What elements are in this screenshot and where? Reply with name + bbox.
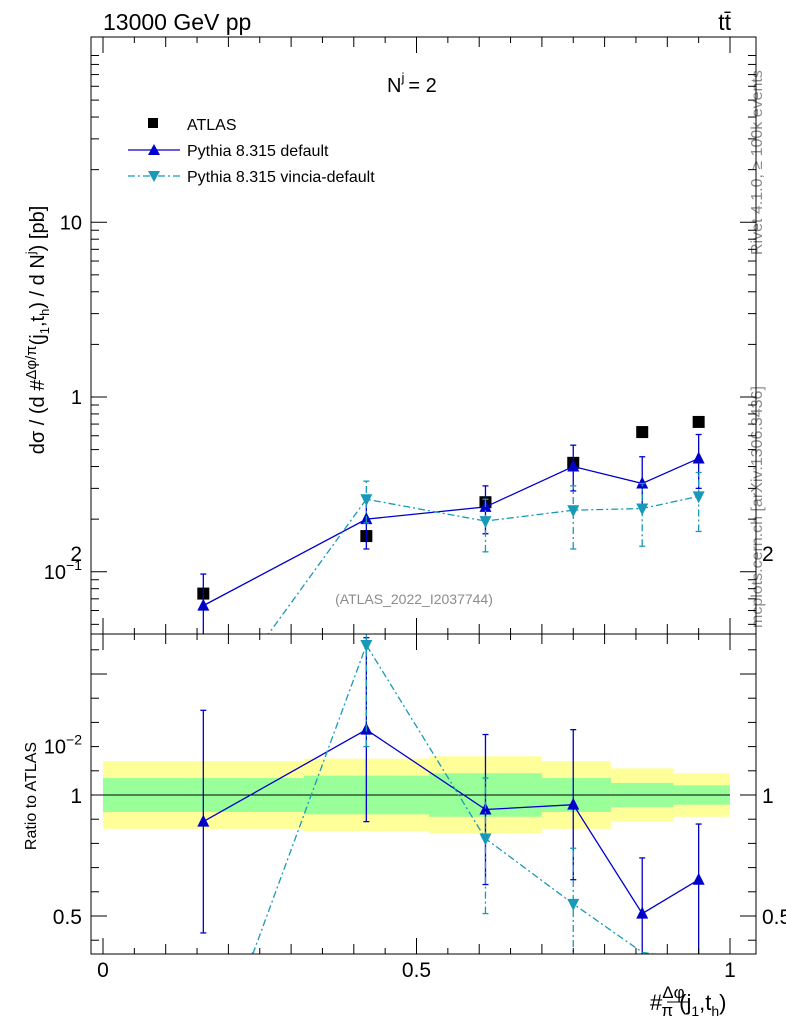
legend-default-marker xyxy=(148,144,160,155)
main-y-tick-label: 10−1 xyxy=(44,557,82,584)
process-label: tt̄ xyxy=(718,9,731,35)
main-series-layer xyxy=(197,415,705,634)
ratio-x-tick-label: 0 xyxy=(97,959,109,982)
main-plot: 10−2 10−1 1 10 Nj = 2 ATLAS Pythia 8.315 def… xyxy=(23,36,757,759)
main-pythia-vincia-line xyxy=(267,495,699,634)
ratio-pythia-default-point xyxy=(636,906,649,919)
main-y-tick-label: 1 xyxy=(71,387,82,409)
legend-atlas-label: ATLAS xyxy=(187,117,237,134)
ratio-pythia-vincia-point xyxy=(360,639,373,652)
legend-vincia-marker xyxy=(148,171,160,182)
ratio-y-tick-label-left: 1 xyxy=(70,785,82,808)
main-pythia-vincia-point xyxy=(479,516,492,529)
main-atlas-point xyxy=(692,415,705,428)
ratio-frame xyxy=(90,633,757,955)
main-pythia-default-point xyxy=(692,451,705,464)
main-y-tick-label: 10 xyxy=(60,212,82,234)
ratio-pythia-vincia-point xyxy=(567,898,580,911)
main-y-tick-label: 10−2 xyxy=(44,732,82,759)
main-pythia-default-point xyxy=(567,459,580,472)
ratio-y-tick-label-left: 2 xyxy=(70,543,82,566)
main-pythia-vincia-point xyxy=(636,503,649,516)
legend-atlas-marker xyxy=(148,118,158,128)
ratio-y-tick-label-left: 0.5 xyxy=(53,906,82,929)
ratio-axis-ticks xyxy=(91,634,756,954)
ratio-pythia-default-point xyxy=(567,797,580,810)
main-pythia-default-point xyxy=(197,598,210,611)
ratio-y-axis-title: Ratio to ATLAS xyxy=(23,742,40,850)
ratio-x-tick-labels: 0 0.5 1 xyxy=(97,959,736,982)
ratio-pythia-default-line xyxy=(203,728,699,915)
main-pythia-vincia-point xyxy=(567,505,580,518)
ratio-y-tick-label-right: 1 xyxy=(762,785,774,808)
main-pythia-vincia-point xyxy=(692,491,705,504)
rivet-version-label: Rivet 4.1.0, ≥ 100k events xyxy=(749,70,766,255)
ratio-y-tick-labels: 0.5 0.5 1 1 2 2 xyxy=(53,543,786,929)
ratio-x-tick-label: 0.5 xyxy=(402,959,431,982)
ratio-x-tick-label: 1 xyxy=(724,959,736,982)
energy-label: 13000 GeV pp xyxy=(103,9,251,35)
x-axis-title: #Δφ π (j1,th) xyxy=(650,983,727,1020)
ratio-pythia-default-point xyxy=(197,814,210,827)
main-pythia-default-point xyxy=(636,476,649,489)
panel-annotation: Nj = 2 xyxy=(387,70,437,97)
ratio-pythia-vincia-point xyxy=(479,833,492,846)
main-axis-ticks xyxy=(91,37,756,634)
analysis-watermark: (ATLAS_2022_I2037744) xyxy=(335,591,493,607)
ratio-y-tick-label-right: 0.5 xyxy=(762,906,786,929)
legend-vincia-label: Pythia 8.315 vincia-default xyxy=(187,169,375,186)
main-y-axis-title: dσ / (d #Δφ/π(j1,th) / d Nj) [pb] xyxy=(23,206,52,455)
ratio-y-tick-label-right: 2 xyxy=(762,543,774,566)
source-label: mcplots.cern.ch [arXiv:1306.3436] xyxy=(749,386,766,628)
ratio-plot: 0.5 0.51 12 2 0 0.5 1 Ratio to ATLAS #Δφ π (j1,… xyxy=(23,543,786,1020)
legend: ATLAS Pythia 8.315 default Pythia 8.315 … xyxy=(128,117,375,186)
main-pythia-vincia-point xyxy=(360,494,373,507)
ratio-pythia-default-point xyxy=(692,872,705,885)
main-atlas-point xyxy=(636,426,649,439)
ratio-series-layer xyxy=(197,634,705,954)
main-pythia-default-line xyxy=(203,457,699,607)
legend-default-label: Pythia 8.315 default xyxy=(187,143,329,160)
main-y-tick-labels: 10−2 10−1 1 10 xyxy=(44,212,82,758)
